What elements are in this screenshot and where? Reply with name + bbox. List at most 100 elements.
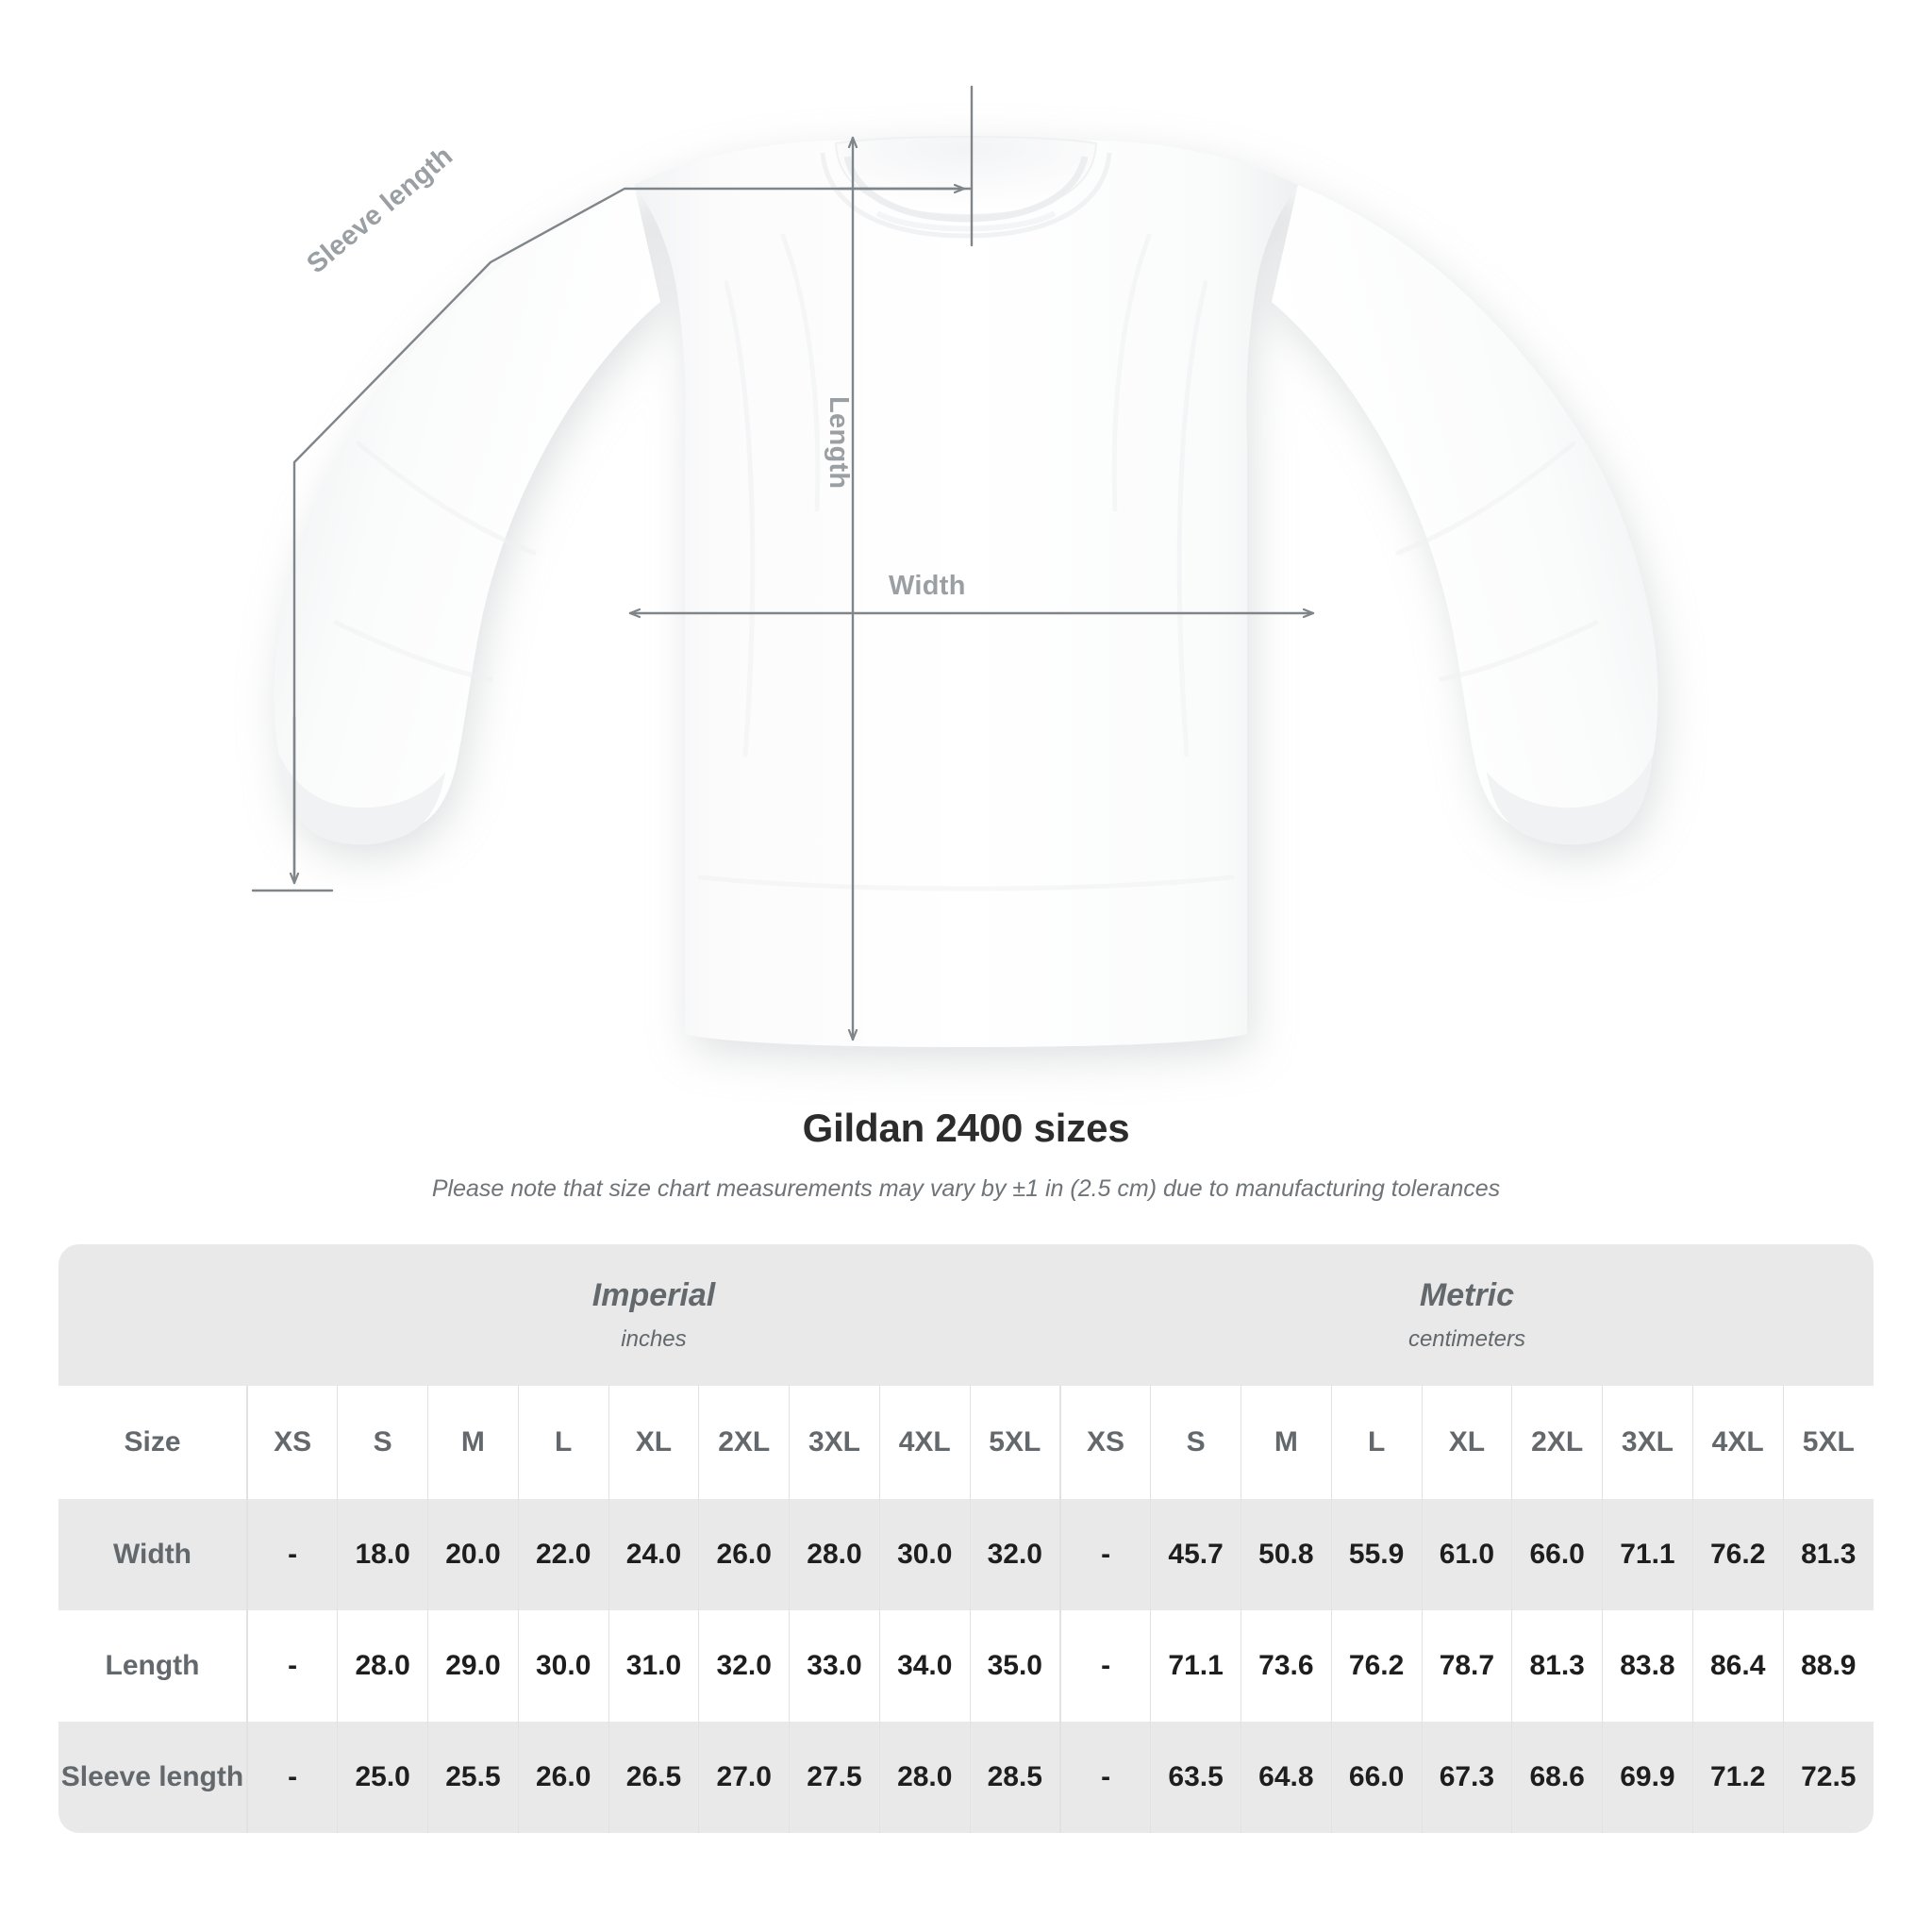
- cell-imperial: 28.5: [970, 1722, 1061, 1833]
- width-dimension-label: Width: [889, 571, 966, 601]
- size-header-metric-xl: XL: [1422, 1386, 1513, 1499]
- shirt-illustration-svg: [251, 85, 1658, 1047]
- unit-measure-metric: centimeters: [1407, 1326, 1525, 1352]
- cell-metric: 61.0: [1422, 1499, 1513, 1610]
- collar-highlight: [875, 210, 1057, 232]
- cell-metric: 83.8: [1602, 1610, 1693, 1722]
- collar-rib: [843, 156, 1089, 223]
- size-header-imperial-4xl: 4XL: [879, 1386, 971, 1499]
- size-header-imperial-3xl: 3XL: [789, 1386, 880, 1499]
- cell-metric: 66.0: [1511, 1499, 1604, 1610]
- shirt-body: [634, 139, 1298, 1047]
- size-header-imperial-s: S: [337, 1386, 429, 1499]
- cell-imperial: 32.0: [970, 1499, 1061, 1610]
- cell-metric: 81.3: [1783, 1499, 1874, 1610]
- left-sleeve: [274, 185, 660, 835]
- table-row: Width -18.0 20.0 22.0 24.0 26.0 28.0 30.0 32.0-4…: [58, 1499, 1874, 1610]
- cell-imperial: -: [246, 1610, 339, 1722]
- size-header-imperial-l: L: [518, 1386, 609, 1499]
- cell-imperial: 26.0: [698, 1499, 791, 1610]
- page-title: Gildan 2400 sizes: [802, 1106, 1130, 1150]
- unit-banner-metric: Metric centimeters: [1059, 1244, 1874, 1386]
- unit-banner-row: Imperial inches Metric centimeters: [58, 1244, 1874, 1386]
- cell-imperial: 28.0: [879, 1722, 971, 1833]
- unit-system-metric: Metric: [1419, 1277, 1515, 1313]
- cell-metric: 76.2: [1692, 1499, 1784, 1610]
- neck-seam: [820, 152, 1112, 239]
- size-header-imperial-2xl: 2XL: [698, 1386, 791, 1499]
- cell-metric: 73.6: [1241, 1610, 1332, 1722]
- size-header-imperial-m: M: [427, 1386, 519, 1499]
- size-header-metric-s: S: [1150, 1386, 1241, 1499]
- cell-imperial: 18.0: [337, 1499, 429, 1610]
- size-header-metric-xs: XS: [1058, 1386, 1152, 1499]
- cell-metric: 63.5: [1150, 1722, 1241, 1833]
- cell-imperial: 27.5: [789, 1722, 880, 1833]
- size-header-imperial-5xl: 5XL: [970, 1386, 1061, 1499]
- cell-imperial: 26.5: [608, 1722, 700, 1833]
- cell-imperial: 29.0: [427, 1610, 519, 1722]
- row-label-sleeve-length: Sleeve length: [58, 1722, 248, 1833]
- garment-shape: [274, 135, 1658, 1047]
- right-cuff: [1487, 755, 1653, 845]
- cell-imperial: 34.0: [879, 1610, 971, 1722]
- cell-metric: -: [1058, 1722, 1152, 1833]
- cell-metric: 88.9: [1783, 1610, 1874, 1722]
- garment-diagram: Sleeve length Length Width: [251, 85, 1658, 1047]
- size-header-metric-l: L: [1331, 1386, 1423, 1499]
- length-dimension-label: Length: [824, 396, 854, 490]
- table-row: Length -28.0 29.0 30.0 31.0 32.0 33.0 34.0 35.0-…: [58, 1610, 1874, 1722]
- cell-imperial: 25.5: [427, 1722, 519, 1833]
- size-chart-table-wrap: Imperial inches Metric centimeters Size X…: [58, 1244, 1874, 1833]
- cell-metric: 67.3: [1422, 1722, 1513, 1833]
- unit-banner-spacer: [58, 1244, 248, 1386]
- unit-banner-imperial: Imperial inches: [247, 1244, 1060, 1386]
- size-header-imperial-xl: XL: [608, 1386, 700, 1499]
- cell-metric: -: [1058, 1610, 1152, 1722]
- size-header-metric-4xl: 4XL: [1692, 1386, 1784, 1499]
- cell-metric: -: [1058, 1499, 1152, 1610]
- size-header-metric-m: M: [1241, 1386, 1332, 1499]
- cell-imperial: -: [246, 1722, 339, 1833]
- cell-imperial: 30.0: [518, 1610, 609, 1722]
- cell-metric: 71.1: [1150, 1610, 1241, 1722]
- cell-metric: 86.4: [1692, 1610, 1784, 1722]
- cell-metric: 78.7: [1422, 1610, 1513, 1722]
- unit-measure-imperial: inches: [621, 1326, 687, 1352]
- page-subtitle: Please note that size chart measurements…: [431, 1175, 1501, 1202]
- cell-imperial: 22.0: [518, 1499, 609, 1610]
- fabric-folds: [333, 233, 1599, 891]
- row-label-length: Length: [58, 1610, 248, 1722]
- size-header-imperial-xs: XS: [246, 1386, 339, 1499]
- cell-metric: 55.9: [1331, 1499, 1423, 1610]
- cell-imperial: 33.0: [789, 1610, 880, 1722]
- cell-imperial: 20.0: [427, 1499, 519, 1610]
- cell-imperial: 25.0: [337, 1722, 429, 1833]
- right-sleeve: [1272, 185, 1658, 835]
- title-block: Gildan 2400 sizes Please note that size …: [0, 1106, 1932, 1203]
- cell-imperial: 32.0: [698, 1610, 791, 1722]
- cell-metric: 81.3: [1511, 1610, 1604, 1722]
- cell-metric: 66.0: [1331, 1722, 1423, 1833]
- cell-metric: 71.2: [1692, 1722, 1784, 1833]
- unit-system-imperial: Imperial: [591, 1277, 716, 1313]
- cell-imperial: 31.0: [608, 1610, 700, 1722]
- table-row: Sleeve length -25.0 25.5 26.0 26.5 27.0 27.5 28…: [58, 1722, 1874, 1833]
- measurement-guides: [251, 85, 1315, 1041]
- cell-imperial: 24.0: [608, 1499, 700, 1610]
- cell-metric: 71.1: [1602, 1499, 1693, 1610]
- cell-metric: 76.2: [1331, 1610, 1423, 1722]
- cell-imperial: 30.0: [879, 1499, 971, 1610]
- cell-imperial: -: [246, 1499, 339, 1610]
- cell-metric: 72.5: [1783, 1722, 1874, 1833]
- cell-metric: 50.8: [1241, 1499, 1332, 1610]
- cell-metric: 69.9: [1602, 1722, 1693, 1833]
- size-header-row: Size XS S M L XL 2XL 3XL 4XL 5XL XS S M L XL 2XL 3XL 4XL 5…: [58, 1386, 1874, 1499]
- size-chart-table: Imperial inches Metric centimeters Size X…: [58, 1244, 1874, 1833]
- cell-metric: 64.8: [1241, 1722, 1332, 1833]
- cell-imperial: 28.0: [337, 1610, 429, 1722]
- cell-metric: 45.7: [1150, 1499, 1241, 1610]
- left-cuff: [279, 755, 445, 845]
- cell-imperial: 35.0: [970, 1610, 1061, 1722]
- size-header-metric-2xl: 2XL: [1511, 1386, 1604, 1499]
